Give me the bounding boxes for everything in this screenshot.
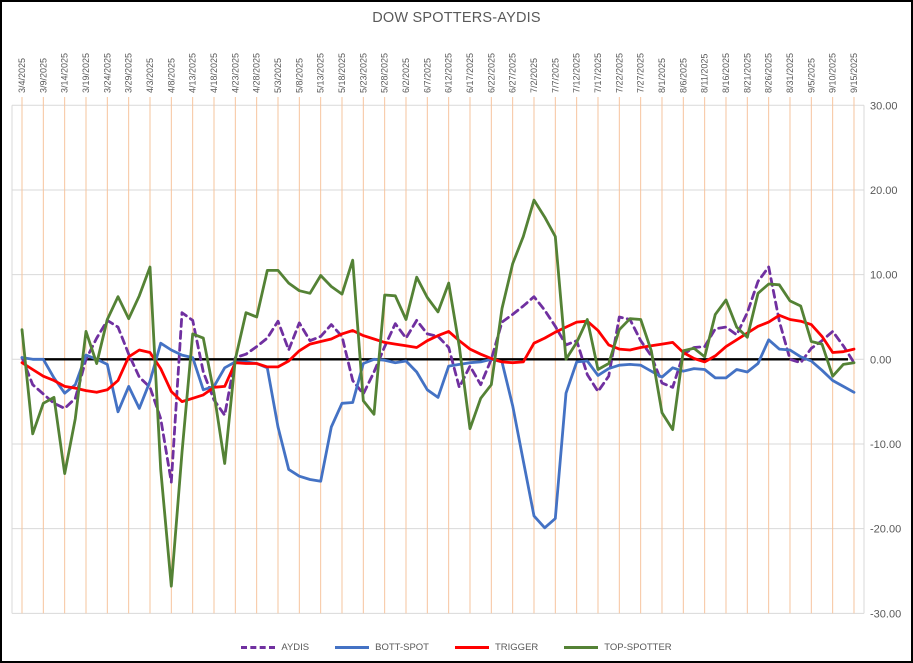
x-axis-label: 5/23/2025 bbox=[358, 53, 368, 93]
x-axis-label: 9/15/2025 bbox=[849, 53, 859, 93]
x-axis-label: 5/8/2025 bbox=[294, 58, 304, 93]
legend-label-trigger: TRIGGER bbox=[494, 642, 539, 653]
aydis-dashed-line-icon bbox=[241, 646, 276, 649]
legend-label-aydis: AYDIS bbox=[281, 642, 310, 653]
x-axis-label: 4/13/2025 bbox=[188, 53, 198, 93]
trigger-line-icon bbox=[454, 646, 489, 649]
legend-item-aydis: AYDIS bbox=[241, 642, 309, 653]
x-axis-label: 5/13/2025 bbox=[316, 53, 326, 93]
x-axis-label: 3/24/2025 bbox=[102, 53, 112, 93]
chart-title: DOW SPOTTERS-AYDIS bbox=[372, 10, 541, 26]
y-axis-label: 0.00 bbox=[870, 354, 891, 366]
legend-item-trigger: TRIGGER bbox=[454, 642, 539, 653]
x-axis-label: 8/6/2025 bbox=[678, 58, 688, 93]
x-axis-label: 4/23/2025 bbox=[230, 53, 240, 93]
x-axis-label: 8/21/2025 bbox=[742, 53, 752, 93]
x-axis-label: 3/14/2025 bbox=[60, 53, 70, 93]
x-axis-label: 5/3/2025 bbox=[273, 58, 283, 93]
y-axis-label: 30.00 bbox=[870, 100, 898, 112]
legend-item-top-spotter: TOP-SPOTTER bbox=[564, 642, 672, 653]
series-line-top-spotter bbox=[20, 198, 856, 588]
x-axis-label: 8/16/2025 bbox=[721, 53, 731, 93]
x-axis-label: 9/5/2025 bbox=[806, 58, 816, 93]
x-axis-label: 7/7/2025 bbox=[550, 58, 560, 93]
series-line-bott-spot bbox=[20, 338, 856, 530]
x-axis-label: 7/27/2025 bbox=[636, 53, 646, 93]
y-axis-label: -30.00 bbox=[870, 608, 901, 620]
legend-label-top-spotter: TOP-SPOTTER bbox=[604, 642, 672, 653]
x-axis-label: 6/27/2025 bbox=[508, 53, 518, 93]
y-axis-label: -10.00 bbox=[870, 439, 901, 451]
x-axis-label: 7/2/2025 bbox=[529, 58, 539, 93]
legend: AYDIS BOTT-SPOT TRIGGER TOP-SPOTTER bbox=[2, 642, 911, 653]
legend-label-bott-spot: BOTT-SPOT bbox=[375, 642, 429, 653]
x-axis-label: 4/18/2025 bbox=[209, 53, 219, 93]
y-axis-label: -20.00 bbox=[870, 524, 901, 536]
top-spotter-line-icon bbox=[564, 646, 599, 649]
x-axis-label: 4/3/2025 bbox=[145, 58, 155, 93]
x-axis-label: 8/11/2025 bbox=[700, 54, 710, 93]
x-axis-label: 6/12/2025 bbox=[444, 53, 454, 93]
x-axis-label: 6/22/2025 bbox=[486, 53, 496, 93]
x-axis-label: 5/18/2025 bbox=[337, 53, 347, 93]
x-axis-label: 6/7/2025 bbox=[422, 58, 432, 93]
series-line-trigger bbox=[20, 313, 856, 404]
x-axis-label: 7/12/2025 bbox=[572, 53, 582, 93]
x-axis-label: 3/29/2025 bbox=[124, 53, 134, 93]
x-axis-label: 3/9/2025 bbox=[38, 58, 48, 93]
x-axis-label: 8/31/2025 bbox=[785, 53, 795, 93]
x-axis-label: 9/10/2025 bbox=[828, 53, 838, 93]
x-axis-label: 4/8/2025 bbox=[166, 58, 176, 93]
x-axis-label: 3/4/2025 bbox=[17, 58, 27, 93]
y-axis-label: 20.00 bbox=[870, 185, 898, 197]
x-axis-label: 6/2/2025 bbox=[401, 58, 411, 93]
x-axis-label: 8/26/2025 bbox=[764, 53, 774, 93]
x-axis-label: 3/19/2025 bbox=[81, 53, 91, 93]
x-axis-label: 7/17/2025 bbox=[593, 53, 603, 93]
legend-item-bott-spot: BOTT-SPOT bbox=[335, 642, 429, 653]
x-axis-label: 5/28/2025 bbox=[380, 53, 390, 93]
x-axis-label: 7/22/2025 bbox=[614, 53, 624, 93]
x-axis-label: 6/17/2025 bbox=[465, 53, 475, 93]
x-axis-label: 8/1/2025 bbox=[657, 58, 667, 93]
bott-spot-line-icon bbox=[335, 646, 370, 649]
x-axis-label: 4/28/2025 bbox=[252, 53, 262, 93]
y-axis-label: 10.00 bbox=[870, 270, 898, 282]
